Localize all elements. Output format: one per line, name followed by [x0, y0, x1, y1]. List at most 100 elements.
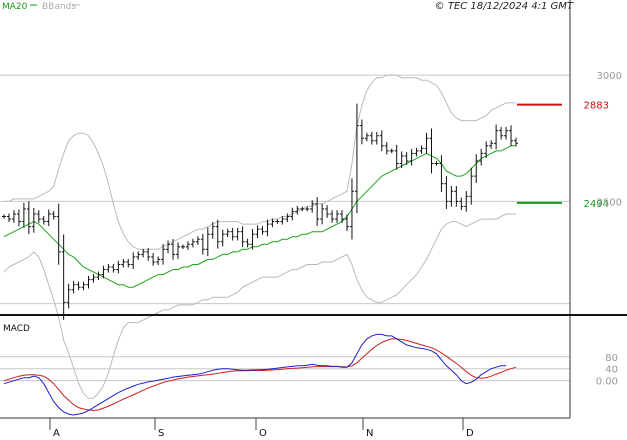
price-bar: [101, 265, 106, 279]
price-bar: [2, 214, 6, 219]
price-bar: [434, 161, 439, 166]
price-bar: [126, 258, 131, 268]
price-bar: [369, 131, 374, 145]
price-bar: [484, 141, 489, 158]
price-bar: [509, 125, 514, 147]
price-bar: [215, 219, 220, 249]
price-bar: [384, 142, 389, 155]
x-axis-label: A: [53, 428, 60, 439]
macd-title: MACD: [3, 324, 30, 334]
price-bar: [479, 148, 484, 166]
legend-ma20: MA20: [2, 2, 28, 12]
price-bar: [131, 252, 136, 270]
price-bar: [21, 202, 26, 228]
price-bar: [330, 210, 335, 223]
x-axis-label: S: [158, 428, 164, 439]
price-tick-label: 2500: [597, 197, 622, 208]
price-bar: [171, 238, 176, 260]
level-lines: 2883 2494: [517, 101, 609, 210]
price-bar: [146, 248, 151, 261]
price-bar: [41, 216, 46, 225]
price-bar: [11, 210, 16, 223]
price-bar: [220, 229, 225, 247]
price-bar: [354, 103, 359, 214]
price-bar: [136, 251, 141, 260]
price-bar: [250, 228, 255, 250]
resistance-level-label: 2883: [584, 101, 609, 112]
price-bar: [325, 205, 330, 218]
price-bar: [464, 191, 469, 212]
price-bar: [76, 281, 81, 291]
price-bar: [81, 281, 86, 291]
price-bar: [399, 151, 404, 169]
bband-upper-line: [4, 74, 516, 250]
price-bar: [16, 209, 21, 227]
price-bar: [230, 227, 235, 241]
price-bar: [86, 275, 91, 289]
price-gridlines: [0, 74, 570, 305]
price-bar: [364, 132, 369, 142]
price-bar: [245, 238, 250, 248]
price-bar: [320, 203, 325, 225]
price-bar: [469, 167, 474, 205]
price-bar: [96, 271, 101, 281]
price-bar: [200, 233, 205, 255]
price-axis-ticks: 3000 2500: [597, 71, 622, 208]
price-bar: [439, 155, 444, 193]
price-bar: [141, 248, 146, 258]
support-level-label: 2494: [584, 199, 609, 210]
price-bar: [260, 226, 265, 235]
price-bar: [295, 205, 300, 215]
price-bars: [2, 103, 518, 320]
price-bar: [489, 140, 494, 149]
price-bar: [111, 263, 116, 273]
signal-line: [3, 338, 517, 412]
price-bar: [300, 206, 305, 212]
chart-frame: [0, 0, 627, 419]
price-bar: [225, 228, 230, 238]
price-bar: [61, 234, 66, 320]
price-bar: [414, 147, 419, 157]
price-bar: [116, 260, 121, 274]
price-bar: [280, 216, 285, 225]
price-bar: [285, 213, 290, 223]
price-panel: 2883 2494 3000 2500: [0, 71, 622, 399]
bband-lower-line: [3, 213, 516, 399]
price-bar: [275, 219, 280, 224]
price-bar: [409, 148, 414, 166]
price-bar: [310, 200, 315, 213]
price-bar: [444, 176, 449, 209]
price-bar: [71, 280, 76, 294]
macd-lines: [3, 333, 517, 416]
price-bar: [424, 132, 429, 154]
price-bar: [91, 274, 96, 283]
price-bar: [255, 225, 260, 238]
legend-bbands: BBands: [42, 2, 76, 12]
price-bar: [494, 124, 499, 150]
price-bar: [504, 126, 509, 140]
price-bar: [26, 201, 31, 235]
ma20-polyline: [3, 145, 516, 288]
x-axis-label: D: [466, 428, 474, 439]
price-bar: [404, 152, 409, 165]
price-bar: [205, 227, 210, 257]
price-bar: [349, 178, 354, 240]
price-bar: [31, 207, 36, 233]
price-bar: [66, 283, 71, 309]
price-bar: [36, 210, 41, 223]
copyright-text: © TEC 18/12/2024 4:1 GMT: [435, 1, 574, 12]
price-bar: [6, 213, 11, 223]
price-bar: [270, 218, 275, 228]
price-bar: [394, 144, 399, 170]
price-bar: [389, 148, 394, 154]
macd-tick-label: 0.00: [596, 377, 618, 388]
price-bar: [315, 197, 320, 226]
price-bar: [175, 242, 180, 259]
price-bar: [46, 209, 51, 227]
price-bar: [156, 256, 161, 266]
macd-line: [3, 333, 507, 416]
price-bar: [210, 222, 215, 239]
